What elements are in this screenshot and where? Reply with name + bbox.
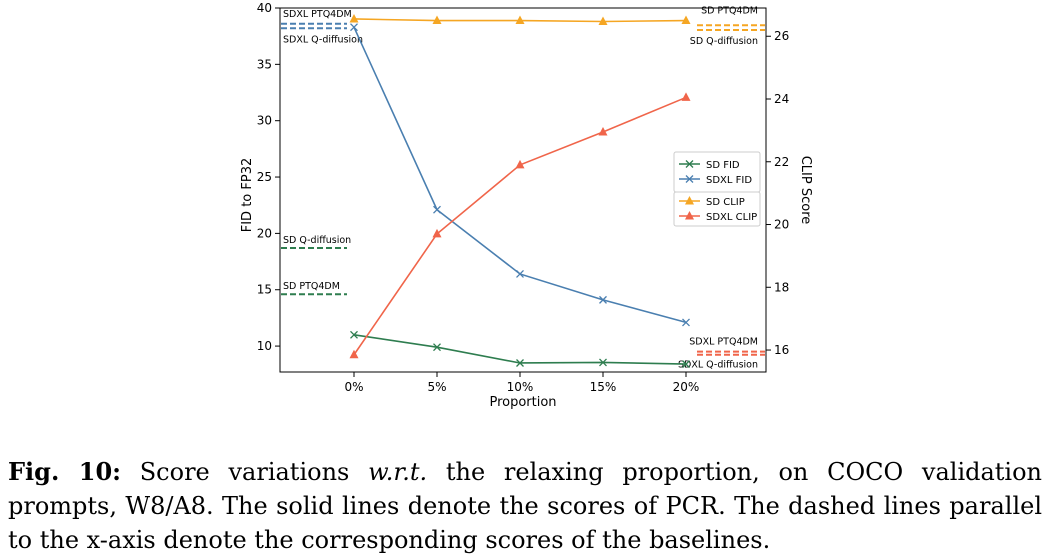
baseline-label: SDXL PTQ4DM xyxy=(283,9,352,20)
data-point-x-marker xyxy=(350,23,358,32)
data-point-x-marker xyxy=(433,205,441,214)
x-tick-label: 10% xyxy=(507,380,534,394)
x-tick-label: 20% xyxy=(673,380,700,394)
data-point-x-marker xyxy=(682,318,690,327)
y-right-axis-label: CLIP Score xyxy=(798,156,813,225)
figure-caption: Fig. 10: Score variations w.r.t. the rel… xyxy=(8,455,1042,557)
legend-marker xyxy=(685,211,694,220)
caption-text-1: Score variations xyxy=(121,458,369,486)
series-line xyxy=(353,26,687,324)
y-right-tick-label: 16 xyxy=(774,343,789,357)
legend-marker xyxy=(685,175,694,183)
y-left-axis-label: FID to FP32 xyxy=(240,158,255,233)
y-right-tick-label: 22 xyxy=(774,155,789,169)
y-left-tick-label: 15 xyxy=(257,283,272,297)
legend-label: SDXL CLIP xyxy=(706,212,757,223)
caption-label: Fig. 10: xyxy=(8,457,122,486)
data-point-x-marker xyxy=(516,359,524,367)
x-tick-label: 5% xyxy=(427,380,446,394)
baseline-label: SD PTQ4DM xyxy=(283,281,340,292)
y-right-tick-label: 20 xyxy=(774,218,789,232)
y-left-tick-label: 40 xyxy=(257,1,272,15)
data-point-triangle-marker xyxy=(349,349,359,359)
legend-marker xyxy=(685,196,694,205)
x-tick-label: 15% xyxy=(590,380,617,394)
data-point-triangle-marker xyxy=(349,13,359,23)
proportion-score-chart: 0% 5% 10% 15% 20% Proportion 10 15 20 25 30 35 40 FID… xyxy=(240,1,813,410)
y-left-tick-label: 30 xyxy=(257,114,272,128)
legend-box xyxy=(673,151,761,193)
data-point-x-marker xyxy=(516,269,524,278)
plot-frame xyxy=(279,7,767,373)
data-point-triangle-marker xyxy=(598,16,608,25)
y-right-tick-label: 24 xyxy=(774,92,789,106)
data-point-x-marker xyxy=(682,360,690,369)
legend-marker xyxy=(685,160,694,168)
data-point-x-marker xyxy=(599,358,607,367)
series-line xyxy=(353,334,687,365)
legend-label: SD FID xyxy=(706,160,740,171)
baseline-label: SDXL Q-diffusion xyxy=(283,34,363,45)
data-point-triangle-marker xyxy=(432,228,442,238)
y-left-tick-label: 10 xyxy=(257,339,272,353)
data-point-triangle-marker xyxy=(598,126,608,136)
data-point-triangle-marker xyxy=(681,92,691,101)
x-tick-label: 0% xyxy=(344,380,363,394)
y-left-tick-label: 20 xyxy=(257,226,272,240)
baseline-label: SDXL Q-diffusion xyxy=(678,360,758,371)
caption-wrt: w.r.t. xyxy=(368,458,428,486)
x-axis-label: Proportion xyxy=(489,395,556,410)
baseline-label: SDXL PTQ4DM xyxy=(689,337,758,348)
data-point-x-marker xyxy=(350,330,358,339)
legend-label: SDXL FID xyxy=(706,175,752,186)
data-point-x-marker xyxy=(599,295,607,304)
data-point-x-marker xyxy=(433,343,441,352)
y-right-tick-label: 18 xyxy=(774,280,789,294)
baseline-label: SD PTQ4DM xyxy=(701,5,758,16)
y-left-tick-label: 25 xyxy=(257,170,272,184)
y-right-tick-label: 26 xyxy=(774,29,789,43)
data-point-triangle-marker xyxy=(681,15,691,25)
baseline-label: SD Q-diffusion xyxy=(690,36,758,47)
data-point-triangle-marker xyxy=(515,159,525,169)
legend-label: SD CLIP xyxy=(706,197,745,208)
data-point-triangle-marker xyxy=(515,15,525,25)
data-point-triangle-marker xyxy=(432,15,442,25)
baseline-label: SD Q-diffusion xyxy=(283,235,351,246)
y-left-tick-label: 35 xyxy=(257,57,272,71)
